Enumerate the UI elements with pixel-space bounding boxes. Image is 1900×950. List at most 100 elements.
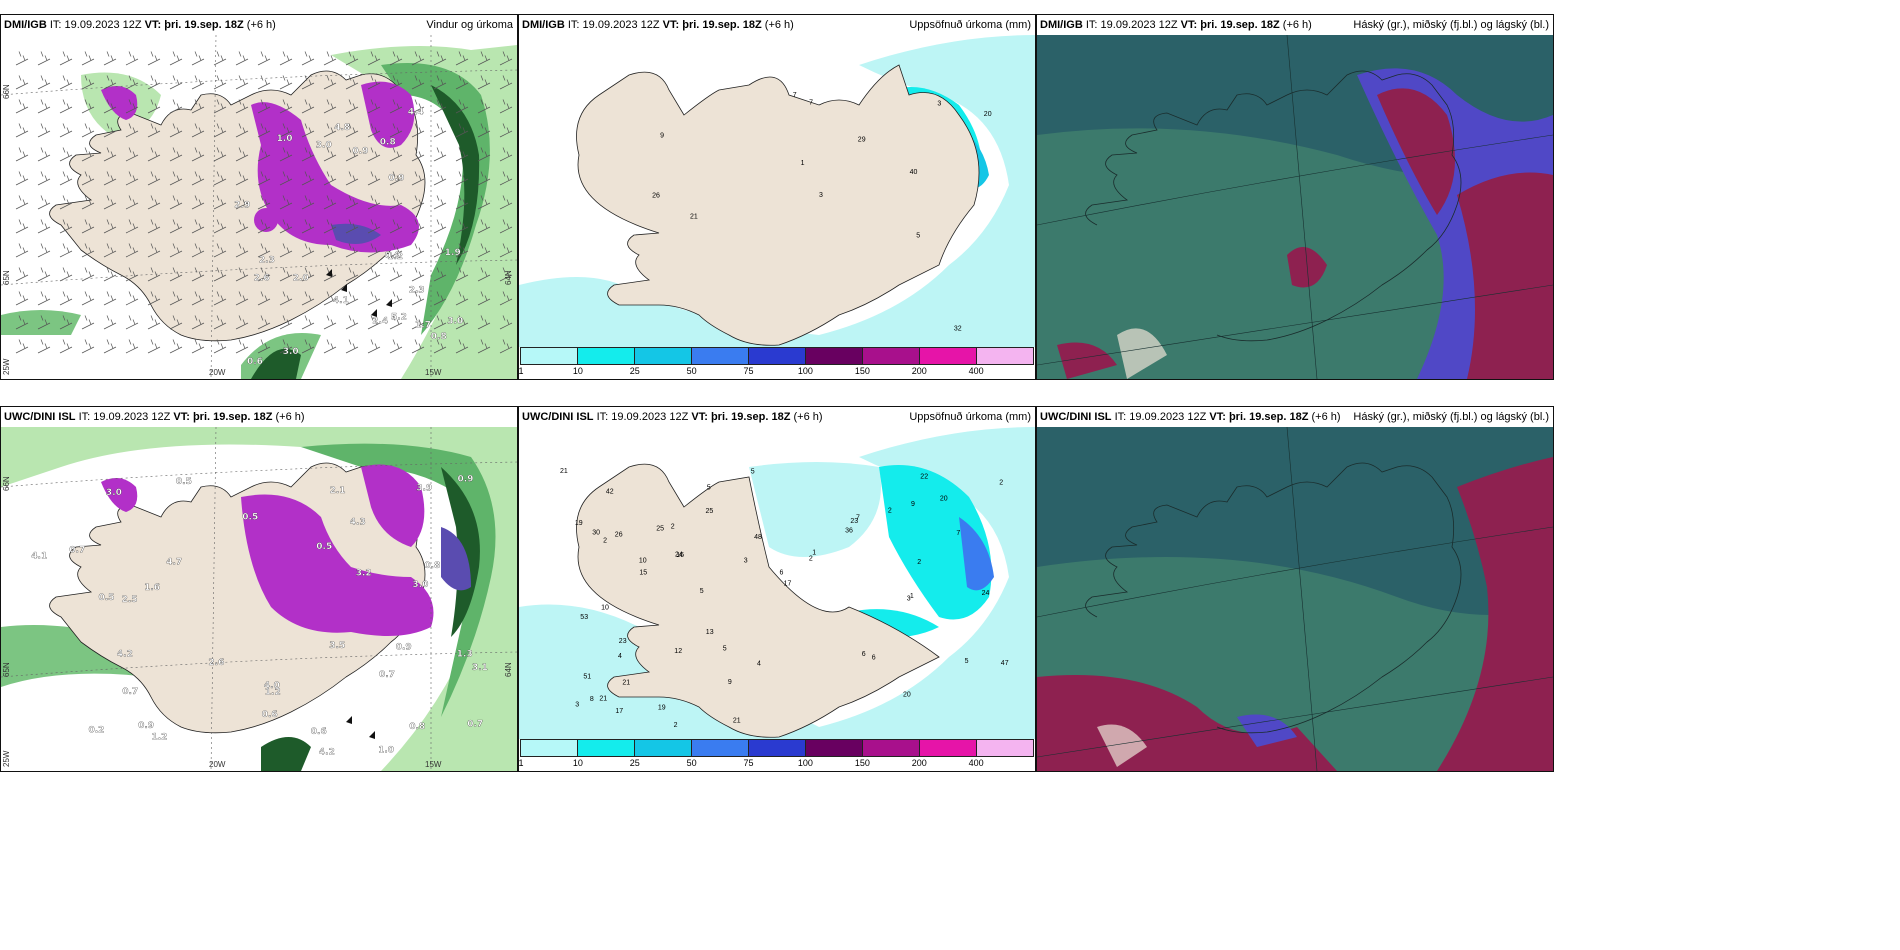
colorbar-swatch bbox=[749, 348, 806, 364]
precip-value-label: 12 bbox=[674, 648, 682, 655]
wind-barb bbox=[59, 147, 73, 162]
wind-barb bbox=[169, 315, 183, 330]
valid-time: þri. 19.sep. 18Z bbox=[1200, 19, 1280, 31]
barb-overlay bbox=[346, 716, 375, 739]
precip-value-label: 2.4 bbox=[372, 316, 388, 326]
wind-barb bbox=[477, 219, 491, 234]
wind-barb bbox=[213, 171, 227, 186]
lead-time: (+6 h) bbox=[1311, 411, 1341, 423]
wind-barb bbox=[213, 291, 227, 306]
land-precip-area bbox=[749, 462, 881, 557]
wind-barb bbox=[147, 147, 161, 162]
wind-barb bbox=[433, 315, 447, 330]
precip-value-label: 0.6 bbox=[311, 727, 327, 737]
wind-barb bbox=[59, 99, 73, 114]
precip-value-label: 8 bbox=[590, 696, 594, 703]
wind-barb bbox=[191, 243, 205, 258]
precip-value-label: 9 bbox=[660, 132, 664, 139]
precip-value-label: 0.7 bbox=[122, 687, 138, 697]
wind-barb bbox=[81, 267, 95, 282]
wind-barb bbox=[367, 315, 381, 330]
colorbar-tick-label: 200 bbox=[911, 758, 927, 768]
wind-barb bbox=[367, 219, 381, 234]
product-title: Háský (gr.), miðský (fj.bl.) og lágský (… bbox=[1353, 411, 1549, 423]
cloud-cover-map bbox=[1037, 427, 1553, 771]
lead-time: (+6 h) bbox=[793, 411, 823, 423]
wind-barb bbox=[125, 243, 139, 258]
precip-value-label: 30 bbox=[592, 530, 600, 537]
wind-barb bbox=[125, 147, 139, 162]
wind-barb bbox=[125, 75, 139, 90]
wind-barb bbox=[389, 243, 403, 258]
precip-value-label: 5 bbox=[916, 232, 920, 239]
wind-barb bbox=[147, 171, 161, 186]
wind-barb bbox=[103, 219, 117, 234]
precip-value-label: 4.7 bbox=[166, 558, 182, 568]
wind-barb bbox=[257, 291, 271, 306]
precip-value-label: 36 bbox=[845, 528, 853, 535]
wind-barb bbox=[81, 195, 95, 210]
precip-value-label: 0.8 bbox=[380, 137, 396, 147]
wind-barb bbox=[235, 147, 249, 162]
valid-label: VT: bbox=[173, 411, 190, 423]
wind-barb bbox=[477, 267, 491, 282]
wind-barb bbox=[411, 339, 425, 354]
wind-barb bbox=[147, 315, 161, 330]
wind-barb bbox=[323, 243, 337, 258]
wind-barb bbox=[477, 147, 491, 162]
panel-clouds-dmi: DMI/IGB IT: 19.09.2023 12Z VT: þri. 19.s… bbox=[1036, 14, 1554, 380]
precip-value-label: 0.6 bbox=[247, 357, 263, 367]
precip-value-label: 3 bbox=[907, 596, 911, 603]
wind-barb bbox=[81, 291, 95, 306]
precip-value-label: 16 bbox=[676, 552, 684, 559]
wind-barb bbox=[103, 291, 117, 306]
wind-barb bbox=[37, 147, 51, 162]
wind-barb bbox=[37, 267, 51, 282]
colorbar-tick-label: 150 bbox=[854, 366, 870, 376]
lead-time: (+6 h) bbox=[1282, 19, 1312, 31]
wind-barb bbox=[433, 123, 447, 138]
panel-header: DMI/IGB IT: 19.09.2023 12Z VT: þri. 19.s… bbox=[1, 15, 517, 35]
precip-value-label: 4.4 bbox=[408, 108, 424, 118]
wind-barb bbox=[477, 243, 491, 258]
lat-label-64n: 64N bbox=[504, 270, 513, 285]
precip-value-label: 0.8 bbox=[409, 722, 425, 732]
wind-barb bbox=[411, 315, 425, 330]
precip-value-labels: 4.14.83.02.00.64.41.90.83.02.43.02.92.30… bbox=[234, 107, 463, 367]
sea-precip-field bbox=[519, 35, 1035, 347]
precip-value-label: 3.9 bbox=[416, 484, 432, 494]
wind-barb bbox=[15, 315, 29, 330]
wind-barb bbox=[125, 195, 139, 210]
wind-barb bbox=[81, 75, 95, 90]
precip-value-label: 15 bbox=[639, 570, 647, 577]
wind-barb bbox=[477, 75, 491, 90]
valid-label: VT: bbox=[1180, 19, 1198, 31]
precip-value-label: 2 bbox=[603, 537, 607, 544]
wind-barb bbox=[169, 339, 183, 354]
wind-barb bbox=[81, 123, 95, 138]
wind-barb bbox=[477, 195, 491, 210]
wind-barb bbox=[477, 123, 491, 138]
wind-barb bbox=[301, 291, 315, 306]
precip-value-label: 0.7 bbox=[379, 670, 395, 680]
wind-barb bbox=[301, 195, 315, 210]
precip-value-label: 29 bbox=[858, 137, 866, 144]
colorbar-swatch bbox=[920, 740, 977, 756]
init-time: 19.09.2023 12Z bbox=[93, 411, 171, 423]
colorbar-tick-label: 10 bbox=[572, 758, 583, 768]
wind-barb bbox=[235, 51, 249, 66]
wind-barb bbox=[323, 339, 337, 354]
precip-value-label: 1.7 bbox=[415, 320, 431, 330]
wind-barb bbox=[411, 195, 425, 210]
panel-wind-precip-uwc: UWC/DINI ISL IT: 19.09.2023 12Z VT: þri.… bbox=[0, 406, 518, 772]
wind-barb bbox=[433, 339, 447, 354]
wind-barb bbox=[477, 99, 491, 114]
precip-value-label: 3.0 bbox=[316, 141, 332, 151]
precip-value-label: 2.5 bbox=[122, 595, 138, 605]
wind-barb bbox=[499, 339, 513, 354]
wind-barb bbox=[59, 267, 73, 282]
lon-label-15w: 15W bbox=[425, 368, 442, 377]
wind-barb bbox=[191, 99, 205, 114]
precip-value-label: 1 bbox=[910, 593, 914, 600]
precip-value-label: 5 bbox=[723, 645, 727, 652]
